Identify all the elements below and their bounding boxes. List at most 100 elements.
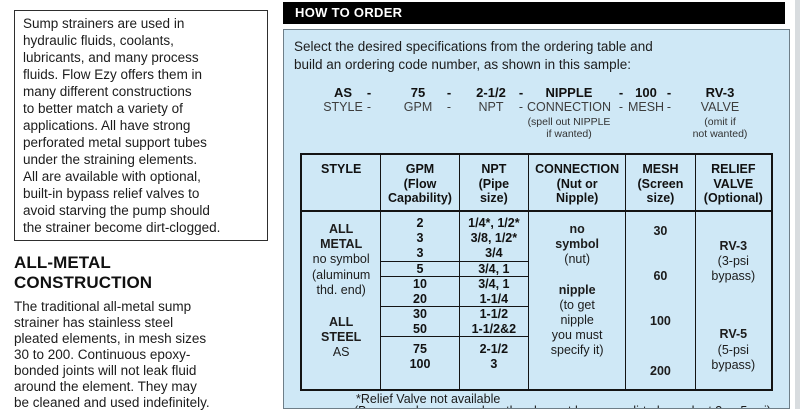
dash: - xyxy=(666,100,672,114)
table-cell-line: 3/4, 1 xyxy=(478,276,510,291)
npt-cells: 1/4*, 1/2* 3/8, 1/2* 3/4 3/4, 1 3/4, 1 1… xyxy=(459,212,529,389)
relief-valve-cells: RV-3 (3-psi bypass) RV-5 (5-psi bypass) xyxy=(696,212,771,389)
table-cell-line: 20 xyxy=(413,291,427,306)
table-cell-line: 2-1/2 xyxy=(479,342,509,356)
gpm-group: 75 100 xyxy=(381,337,458,372)
npt-group: 3/4, 1 1-1/4 xyxy=(459,276,529,307)
table-cell-line: 1-1/2&2 xyxy=(471,321,517,336)
sample-code-value: 75 xyxy=(410,85,426,100)
table-cell-line: ALL xyxy=(329,222,354,236)
table-cell-line: 3 xyxy=(416,245,424,260)
sample-field-label: VALVE xyxy=(700,100,740,114)
mesh-cells: 30 60 100 200 xyxy=(626,212,694,389)
table-cell-line: 50 xyxy=(413,321,427,336)
section-body: The traditional all-metal sump strainer … xyxy=(14,299,210,410)
table-cell-line: 3 xyxy=(416,230,424,245)
table-cell-line: 2 xyxy=(416,215,424,230)
sample-code-value: AS xyxy=(333,85,353,100)
table-cell-line: 3/4, 1 xyxy=(478,261,510,276)
dash: - xyxy=(618,100,624,114)
table-cell-line: RV-3 xyxy=(719,239,748,253)
sample-dash: - - xyxy=(367,85,371,115)
table-cell-line: 60 xyxy=(653,269,668,283)
sample-field-label: STYLE xyxy=(323,100,363,114)
table-cell-line: ALL xyxy=(329,315,354,329)
sample-item-npt: 2-1/2 NPT xyxy=(476,85,506,115)
sample-field-label: GPM xyxy=(403,100,433,114)
gpm-group: 5 xyxy=(381,262,459,277)
table-cell-line: no xyxy=(569,222,585,236)
dash: - xyxy=(518,85,524,100)
table-cell-line: RV-5 xyxy=(719,327,748,341)
left-column: Sump strainers are used in hydraulic flu… xyxy=(14,10,270,411)
column-header: NPT (Pipe size) xyxy=(459,155,529,212)
sample-item-style: AS STYLE xyxy=(323,85,363,115)
npt-group: 2-1/2 3 xyxy=(460,337,528,372)
dash: - xyxy=(666,85,672,100)
how-to-order-bar: HOW TO ORDER xyxy=(283,2,785,24)
table-cell-line: nipple xyxy=(558,283,596,297)
dash: - xyxy=(446,85,452,100)
table-cell-line: nipple xyxy=(560,313,594,327)
style-cells: ALL METAL no symbol (aluminum thd. end) … xyxy=(302,212,380,389)
gpm-group: 10 20 xyxy=(381,277,459,307)
table-cell-line: 75 xyxy=(413,342,427,356)
sample-code-value: NIPPLE xyxy=(545,85,593,100)
table-cell-line: (nut) xyxy=(564,252,590,266)
sample-field-label: NPT xyxy=(478,100,504,114)
table-cell-line: (3-psi xyxy=(717,254,749,268)
npt-group: 1/4*, 1/2* 3/8, 1/2* 3/4 xyxy=(459,212,529,262)
table-cell-line: bypass) xyxy=(711,269,756,283)
dash: - xyxy=(518,100,524,114)
sample-dash: - - xyxy=(619,85,623,115)
footnote-clipped: (Bypass valve opens when the element bec… xyxy=(354,404,771,408)
sample-code-value: 2-1/2 xyxy=(476,85,506,100)
how-to-order-title: HOW TO ORDER xyxy=(295,5,403,20)
sample-item-valve: RV-3 VALVE (omit if not wanted) xyxy=(693,85,748,140)
col-connection: CONNECTION (Nut or Nipple) no symbol (nu… xyxy=(528,155,626,389)
panel-intro-text: Select the desired specifications from t… xyxy=(294,39,653,72)
sample-dash: - - xyxy=(447,85,451,115)
gpm-group: 2 3 3 xyxy=(381,212,459,262)
table-cell-line: 100 xyxy=(409,357,431,371)
order-panel: Select the desired specifications from t… xyxy=(283,29,790,409)
table-cell-line: thd. end) xyxy=(316,283,366,297)
column-header: RELIEF VALVE (Optional) xyxy=(695,155,771,212)
connection-cells: no symbol (nut) nipple (to get nipple yo… xyxy=(529,212,625,389)
intro-paragraph: Sump strainers are used in hydraulic flu… xyxy=(23,16,221,235)
table-cell-line: 1-1/4 xyxy=(479,291,509,306)
sample-note-valve: (omit if not wanted) xyxy=(692,116,748,140)
npt-group: 3/4, 1 xyxy=(459,261,529,277)
gpm-cells: 2 3 3 5 10 20 30 50 xyxy=(381,212,459,389)
column-header: MESH (Screen size) xyxy=(626,155,695,212)
dash: - xyxy=(366,85,372,100)
sample-dash: - - xyxy=(519,85,523,115)
table-cell-line: (aluminum xyxy=(311,268,371,282)
sample-code-value: 100 xyxy=(635,85,657,100)
sample-field-label: MESH xyxy=(627,100,665,114)
section-heading: ALL-METAL CONSTRUCTION xyxy=(14,253,153,292)
table-cell-line: 1-1/2 xyxy=(479,306,509,321)
table-cell-line: bypass) xyxy=(711,358,756,372)
table-cell-line: 3/8, 1/2* xyxy=(470,230,518,245)
table-cell-line: (to get xyxy=(559,298,595,312)
dash: - xyxy=(446,100,452,114)
sample-order-code: AS STYLE - - 75 GPM - - 2-1/2 NPT - - xyxy=(284,85,789,153)
table-cell-line: specify it) xyxy=(550,343,604,357)
table-cell-line: AS xyxy=(332,345,350,359)
table-cell-line: 100 xyxy=(650,314,671,328)
col-style: STYLE ALL METAL no symbol (aluminum thd.… xyxy=(302,155,381,389)
sample-item-connection: NIPPLE CONNECTION (spell out NIPPLE if w… xyxy=(527,85,611,140)
table-cell-line: 1/4*, 1/2* xyxy=(468,215,520,230)
page-edge-shadow xyxy=(795,0,800,409)
intro-text-box: Sump strainers are used in hydraulic flu… xyxy=(14,10,268,241)
table-cell-line: no symbol xyxy=(312,252,370,266)
col-mesh: MESH (Screen size) 30 60 100 200 xyxy=(625,155,695,389)
table-cell-line: 200 xyxy=(650,364,671,378)
dash: - xyxy=(618,85,624,100)
table-cell-line: 3/4 xyxy=(485,245,503,260)
sample-item-mesh: 100 MESH xyxy=(628,85,664,115)
ordering-table: STYLE ALL METAL no symbol (aluminum thd.… xyxy=(300,153,773,391)
col-npt: NPT (Pipe size) 1/4*, 1/2* 3/8, 1/2* 3/4… xyxy=(458,155,529,389)
footnote-relief-valve: *Relief Valve not available xyxy=(356,392,501,406)
